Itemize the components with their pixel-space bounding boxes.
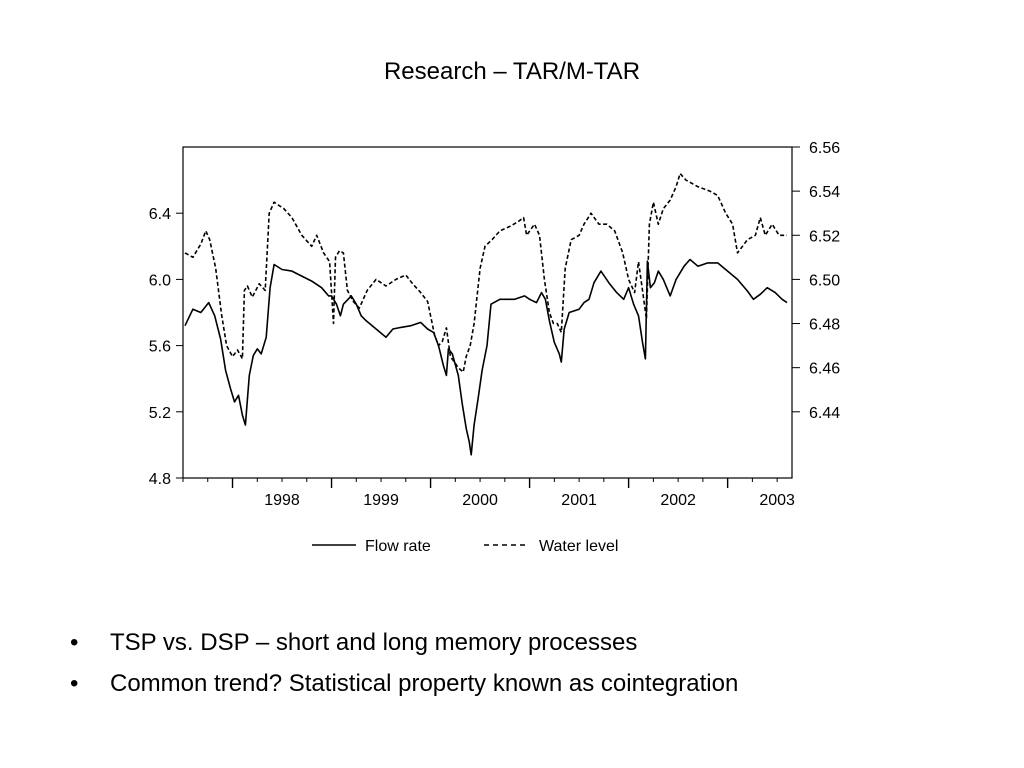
y-right-tick-label: 6.52 [809,228,840,245]
x-tick-label: 2002 [660,492,696,509]
bullet-text: Common trend? Statistical property known… [110,670,739,697]
y-right-tick-label: 6.50 [809,272,840,289]
bullet-item: • Common trend? Statistical property kno… [70,663,738,704]
y-left-tick-label: 4.8 [149,471,171,488]
legend-label-flow-rate: Flow rate [365,538,431,555]
y-right-tick-label: 6.56 [809,140,840,157]
x-tick-label: 2001 [561,492,597,509]
x-tick-label: 1998 [264,492,300,509]
bullet-list: • TSP vs. DSP – short and long memory pr… [70,622,738,704]
x-tick-label: 2000 [462,492,498,509]
slide-title: Research – TAR/M-TAR [383,58,641,85]
bullet-text: TSP vs. DSP – short and long memory proc… [110,629,638,656]
bullet-icon: • [70,629,79,656]
y-left-tick-label: 6.0 [149,272,171,289]
legend-label-water-level: Water level [539,538,618,555]
line-chart: 4.8 5.2 5.6 6.0 6.4 6.44 6.46 6.48 6.50 6.52 6.54 6… [149,140,840,555]
y-right-tick-label: 6.44 [809,405,840,422]
bullet-item: • TSP vs. DSP – short and long memory pr… [70,622,738,663]
series-line-flow-rate [184,258,788,456]
y-right-tick-label: 6.46 [809,361,840,378]
y-right-tick-label: 6.54 [809,184,840,201]
x-tick-label: 1999 [363,492,399,509]
y-left-tick-label: 5.2 [149,405,171,422]
series-line-water-level [184,172,787,373]
y-right-tick-label: 6.48 [809,317,840,334]
plot-frame [182,146,793,479]
y-left-tick-label: 6.4 [149,206,171,223]
bullet-icon: • [70,670,79,697]
y-left-tick-label: 5.6 [149,339,171,356]
x-tick-label: 2003 [759,492,795,509]
